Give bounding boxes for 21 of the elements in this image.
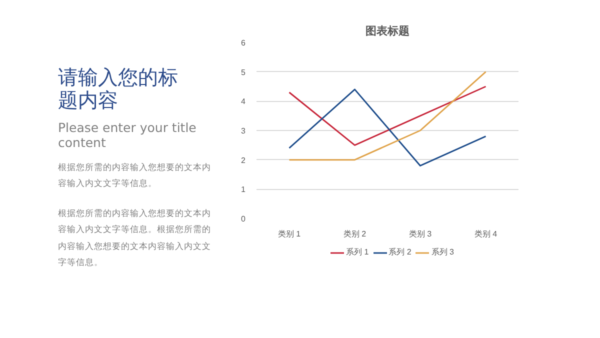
x-tick-label: 类别 1 — [278, 230, 302, 238]
x-tick-label: 类别 2 — [343, 230, 367, 238]
line-series — [288, 88, 486, 166]
line-series — [288, 86, 486, 146]
y-tick-label: 4 — [241, 97, 246, 106]
y-tick-label: 2 — [241, 156, 246, 165]
y-tick-label: 5 — [241, 68, 246, 77]
y-tick-label: 6 — [241, 38, 246, 48]
y-tick-label: 3 — [241, 126, 246, 136]
text: Please enter your title content — [58, 120, 198, 150]
x-tick-label: 类别 3 — [408, 230, 432, 238]
text: 根据您所需的内容输入您想要的文本内容输入内文文字等信息。根据您所需的内容输入您想要的文本内容输入内文文字等信息。 — [58, 208, 212, 270]
y-tick-label: 0 — [241, 214, 246, 224]
x-tick-label: 类别 4 — [474, 230, 498, 238]
chart-title: 图表标题 — [366, 24, 410, 38]
legend-label: 系列 2 — [388, 246, 412, 258]
legend-label: 系列 3 — [431, 246, 454, 258]
y-tick-label: 1 — [241, 185, 246, 194]
text: 请输入您的标题内容 — [58, 65, 179, 112]
legend-label: 系列 1 — [346, 246, 369, 258]
text: 根据您所需的内容输入您想要的文本内容输入内文文字等信息。 — [58, 162, 212, 192]
